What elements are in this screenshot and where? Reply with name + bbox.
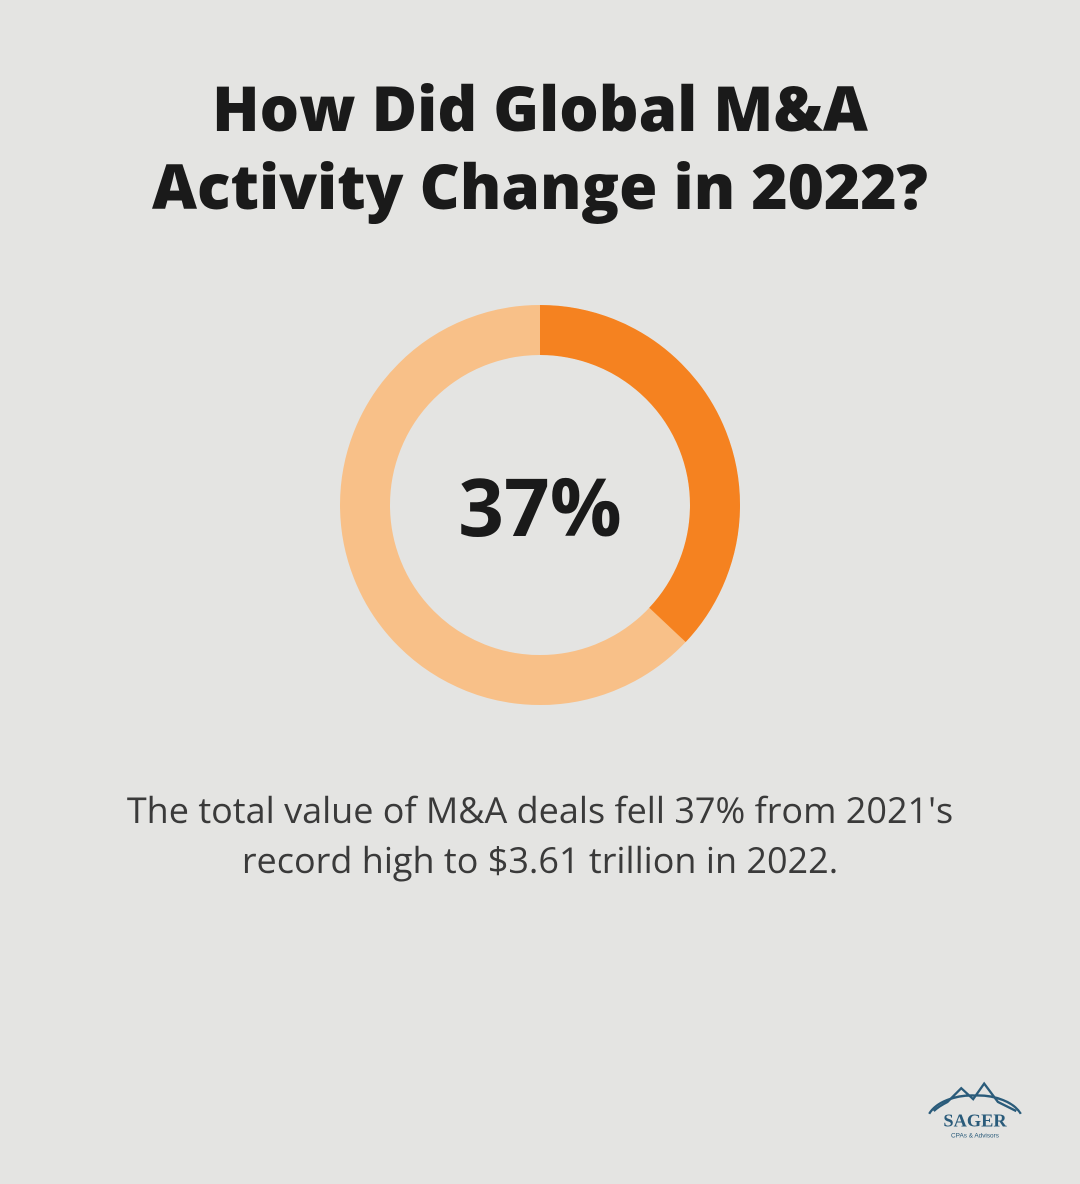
donut-chart: 37%	[330, 295, 750, 715]
svg-text:SAGER: SAGER	[943, 1111, 1007, 1131]
page-title: How Did Global M&A Activity Change in 20…	[90, 70, 990, 225]
donut-percent-label: 37%	[458, 451, 622, 560]
chart-description: The total value of M&A deals fell 37% fr…	[80, 785, 1000, 886]
svg-text:CPAs & Advisors: CPAs & Advisors	[951, 1133, 999, 1140]
sager-logo: SAGER CPAs & Advisors	[920, 1069, 1030, 1144]
